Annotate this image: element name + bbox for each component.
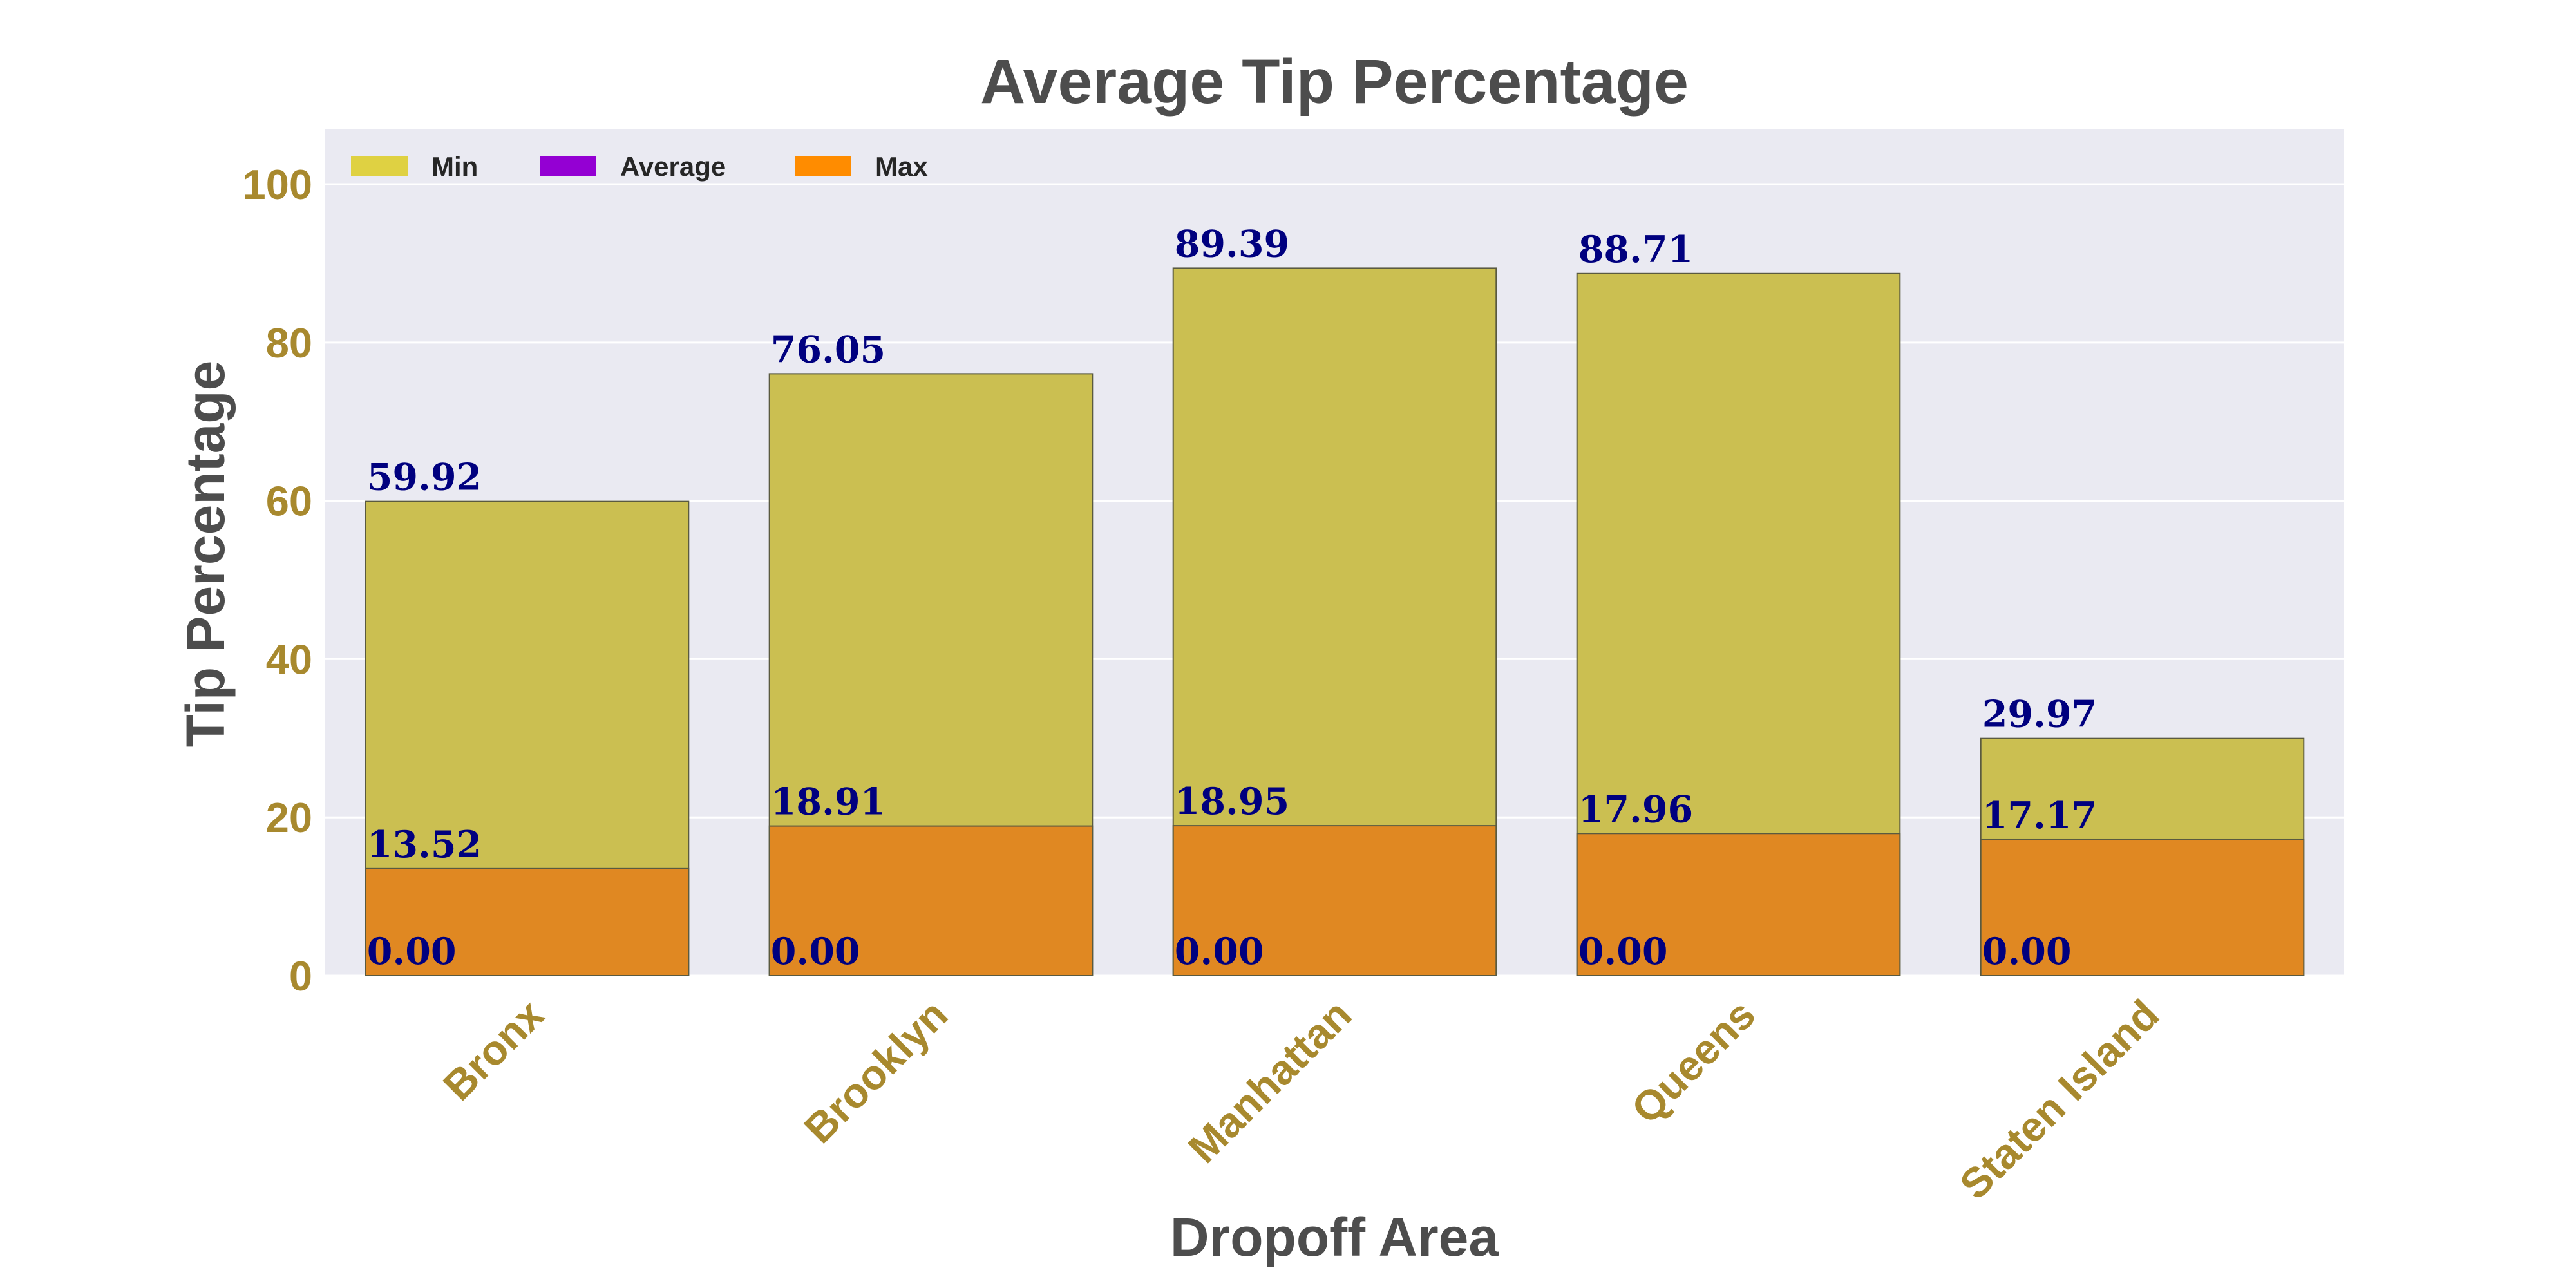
bars	[365, 267, 2305, 977]
bar-average	[365, 867, 690, 977]
y-tick-label: 0	[289, 952, 312, 999]
data-label-average: 17.96	[1578, 788, 1694, 831]
data-label-min: 0.00	[1175, 930, 1264, 973]
y-axis-label: Tip Percentage	[175, 361, 236, 748]
data-label-max: 88.71	[1578, 228, 1694, 271]
x-tick-label: Bronx	[434, 990, 553, 1109]
chart-title: Average Tip Percentage	[980, 46, 1689, 117]
data-label-average: 18.91	[771, 781, 886, 824]
x-axis-label: Dropoff Area	[1170, 1207, 1500, 1267]
y-tick-label: 80	[266, 319, 312, 366]
data-labels: 59.92 13.52 0.00 76.05 18.91 0.00 89.39 18.95 0.…	[367, 222, 2098, 973]
y-tick-label: 60	[266, 478, 312, 525]
x-tick-label: Brooklyn	[795, 990, 957, 1152]
y-axis-ticks: 0 20 40 60 80 100	[243, 161, 312, 999]
data-label-min: 0.00	[367, 930, 457, 973]
x-tick-label: Staten Island	[1951, 990, 2168, 1208]
data-label-average: 13.52	[367, 823, 482, 866]
y-tick-label: 40	[266, 636, 312, 683]
legend: Min Average Max	[351, 151, 928, 182]
legend-label: Min	[431, 151, 478, 182]
y-tick-label: 100	[243, 161, 312, 208]
data-label-min: 0.00	[1982, 930, 2072, 973]
legend-swatch	[540, 156, 596, 176]
data-label-max: 76.05	[771, 328, 886, 371]
x-axis-ticks: Bronx Brooklyn Manhattan Queens Staten Islan…	[434, 990, 2168, 1208]
bar-average	[768, 825, 1094, 977]
data-label-min: 0.00	[1578, 930, 1668, 973]
legend-swatch	[351, 156, 408, 176]
x-tick-label: Manhattan	[1179, 990, 1360, 1171]
bar-average	[1172, 825, 1497, 977]
data-label-max: 89.39	[1175, 222, 1290, 265]
data-label-average: 17.17	[1982, 794, 2098, 837]
bar-average	[1576, 833, 1901, 976]
data-label-max: 29.97	[1982, 693, 2098, 736]
legend-label: Max	[875, 151, 928, 182]
bar-average	[1980, 838, 2305, 976]
data-label-max: 59.92	[367, 456, 482, 499]
y-tick-label: 20	[266, 794, 312, 841]
data-label-average: 18.95	[1175, 780, 1290, 823]
x-tick-label: Queens	[1622, 990, 1764, 1132]
legend-label: Average	[620, 151, 726, 182]
data-label-min: 0.00	[771, 930, 860, 973]
legend-swatch	[795, 156, 851, 176]
